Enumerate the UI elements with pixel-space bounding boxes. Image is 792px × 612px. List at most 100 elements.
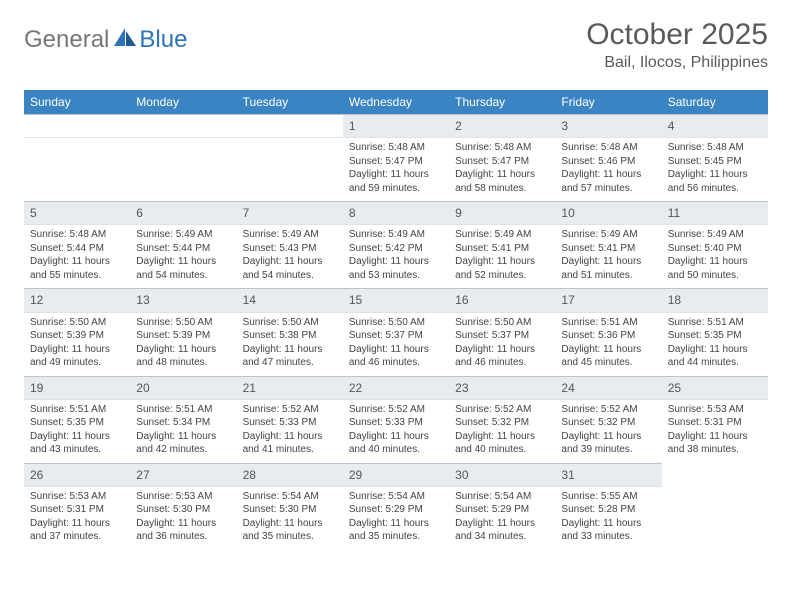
logo-text-blue: Blue <box>139 26 187 54</box>
sunrise-line: Sunrise: 5:50 AM <box>30 316 124 330</box>
day-cell: 6Sunrise: 5:49 AMSunset: 5:44 PMDaylight… <box>130 201 236 288</box>
sunrise-line: Sunrise: 5:50 AM <box>349 316 443 330</box>
daylight-line: Daylight: 11 hours and 51 minutes. <box>561 255 655 282</box>
day-body: Sunrise: 5:50 AMSunset: 5:38 PMDaylight:… <box>237 313 343 376</box>
sunset-line: Sunset: 5:41 PM <box>561 242 655 256</box>
day-number: 6 <box>130 201 236 225</box>
sunset-line: Sunset: 5:43 PM <box>243 242 337 256</box>
day-body: Sunrise: 5:49 AMSunset: 5:40 PMDaylight:… <box>662 225 768 288</box>
day-number: 11 <box>662 201 768 225</box>
day-cell: 18Sunrise: 5:51 AMSunset: 5:35 PMDayligh… <box>662 288 768 375</box>
day-number: 10 <box>555 201 661 225</box>
daylight-line: Daylight: 11 hours and 54 minutes. <box>243 255 337 282</box>
sunset-line: Sunset: 5:33 PM <box>243 416 337 430</box>
day-body: Sunrise: 5:53 AMSunset: 5:31 PMDaylight:… <box>662 400 768 463</box>
daylight-line: Daylight: 11 hours and 45 minutes. <box>561 343 655 370</box>
day-number: 7 <box>237 201 343 225</box>
day-body: Sunrise: 5:49 AMSunset: 5:42 PMDaylight:… <box>343 225 449 288</box>
sunrise-line: Sunrise: 5:54 AM <box>243 490 337 504</box>
sunset-line: Sunset: 5:31 PM <box>30 503 124 517</box>
daylight-line: Daylight: 11 hours and 33 minutes. <box>561 517 655 544</box>
sunrise-line: Sunrise: 5:52 AM <box>349 403 443 417</box>
daylight-line: Daylight: 11 hours and 40 minutes. <box>349 430 443 457</box>
sunset-line: Sunset: 5:29 PM <box>349 503 443 517</box>
sunset-line: Sunset: 5:34 PM <box>136 416 230 430</box>
day-cell: 28Sunrise: 5:54 AMSunset: 5:30 PMDayligh… <box>237 463 343 550</box>
daylight-line: Daylight: 11 hours and 53 minutes. <box>349 255 443 282</box>
sunset-line: Sunset: 5:37 PM <box>455 329 549 343</box>
day-cell: 4Sunrise: 5:48 AMSunset: 5:45 PMDaylight… <box>662 114 768 201</box>
daylight-line: Daylight: 11 hours and 38 minutes. <box>668 430 762 457</box>
day-number: 17 <box>555 288 661 312</box>
day-body: Sunrise: 5:50 AMSunset: 5:37 PMDaylight:… <box>343 313 449 376</box>
day-cell: 1Sunrise: 5:48 AMSunset: 5:47 PMDaylight… <box>343 114 449 201</box>
day-number: 27 <box>130 463 236 487</box>
day-cell: 14Sunrise: 5:50 AMSunset: 5:38 PMDayligh… <box>237 288 343 375</box>
page-subtitle: Bail, Ilocos, Philippines <box>586 54 768 72</box>
sunrise-line: Sunrise: 5:50 AM <box>455 316 549 330</box>
day-cell: 16Sunrise: 5:50 AMSunset: 5:37 PMDayligh… <box>449 288 555 375</box>
day-body: Sunrise: 5:48 AMSunset: 5:45 PMDaylight:… <box>662 138 768 201</box>
calendar-header-row: SundayMondayTuesdayWednesdayThursdayFrid… <box>24 90 768 114</box>
sunrise-line: Sunrise: 5:53 AM <box>136 490 230 504</box>
day-number: 28 <box>237 463 343 487</box>
day-body: Sunrise: 5:54 AMSunset: 5:29 PMDaylight:… <box>449 487 555 550</box>
day-number: 9 <box>449 201 555 225</box>
sunset-line: Sunset: 5:31 PM <box>668 416 762 430</box>
daylight-line: Daylight: 11 hours and 56 minutes. <box>668 168 762 195</box>
daylight-line: Daylight: 11 hours and 59 minutes. <box>349 168 443 195</box>
logo-sail-icon <box>114 28 136 53</box>
day-body: Sunrise: 5:51 AMSunset: 5:34 PMDaylight:… <box>130 400 236 463</box>
day-body: Sunrise: 5:54 AMSunset: 5:29 PMDaylight:… <box>343 487 449 550</box>
daylight-line: Daylight: 11 hours and 37 minutes. <box>30 517 124 544</box>
day-cell: 29Sunrise: 5:54 AMSunset: 5:29 PMDayligh… <box>343 463 449 550</box>
sunset-line: Sunset: 5:35 PM <box>668 329 762 343</box>
day-body: Sunrise: 5:51 AMSunset: 5:35 PMDaylight:… <box>662 313 768 376</box>
day-body: Sunrise: 5:48 AMSunset: 5:46 PMDaylight:… <box>555 138 661 201</box>
sunrise-line: Sunrise: 5:52 AM <box>455 403 549 417</box>
day-number: 20 <box>130 376 236 400</box>
day-cell: 26Sunrise: 5:53 AMSunset: 5:31 PMDayligh… <box>24 463 130 550</box>
sunrise-line: Sunrise: 5:54 AM <box>455 490 549 504</box>
weekday-header: Monday <box>130 90 236 114</box>
day-cell: 27Sunrise: 5:53 AMSunset: 5:30 PMDayligh… <box>130 463 236 550</box>
sunrise-line: Sunrise: 5:51 AM <box>30 403 124 417</box>
sunrise-line: Sunrise: 5:51 AM <box>561 316 655 330</box>
daylight-line: Daylight: 11 hours and 55 minutes. <box>30 255 124 282</box>
day-cell: 13Sunrise: 5:50 AMSunset: 5:39 PMDayligh… <box>130 288 236 375</box>
day-body: Sunrise: 5:49 AMSunset: 5:43 PMDaylight:… <box>237 225 343 288</box>
header: General Blue October 2025 Bail, Ilocos, … <box>24 18 768 72</box>
sunrise-line: Sunrise: 5:49 AM <box>136 228 230 242</box>
day-body: Sunrise: 5:52 AMSunset: 5:32 PMDaylight:… <box>555 400 661 463</box>
sunset-line: Sunset: 5:28 PM <box>561 503 655 517</box>
day-cell: 17Sunrise: 5:51 AMSunset: 5:36 PMDayligh… <box>555 288 661 375</box>
daylight-line: Daylight: 11 hours and 39 minutes. <box>561 430 655 457</box>
day-number: 24 <box>555 376 661 400</box>
sunset-line: Sunset: 5:47 PM <box>455 155 549 169</box>
sunrise-line: Sunrise: 5:49 AM <box>243 228 337 242</box>
day-cell: 2Sunrise: 5:48 AMSunset: 5:47 PMDaylight… <box>449 114 555 201</box>
day-body: Sunrise: 5:53 AMSunset: 5:30 PMDaylight:… <box>130 487 236 550</box>
day-body: Sunrise: 5:50 AMSunset: 5:37 PMDaylight:… <box>449 313 555 376</box>
day-cell: 30Sunrise: 5:54 AMSunset: 5:29 PMDayligh… <box>449 463 555 550</box>
sunrise-line: Sunrise: 5:50 AM <box>136 316 230 330</box>
daylight-line: Daylight: 11 hours and 42 minutes. <box>136 430 230 457</box>
sunrise-line: Sunrise: 5:54 AM <box>349 490 443 504</box>
day-cell: 22Sunrise: 5:52 AMSunset: 5:33 PMDayligh… <box>343 376 449 463</box>
day-cell: 5Sunrise: 5:48 AMSunset: 5:44 PMDaylight… <box>24 201 130 288</box>
sunset-line: Sunset: 5:39 PM <box>136 329 230 343</box>
daylight-line: Daylight: 11 hours and 46 minutes. <box>455 343 549 370</box>
day-body: Sunrise: 5:53 AMSunset: 5:31 PMDaylight:… <box>24 487 130 550</box>
day-cell: 25Sunrise: 5:53 AMSunset: 5:31 PMDayligh… <box>662 376 768 463</box>
sunset-line: Sunset: 5:37 PM <box>349 329 443 343</box>
day-number: 1 <box>343 114 449 138</box>
day-body: Sunrise: 5:48 AMSunset: 5:47 PMDaylight:… <box>343 138 449 201</box>
day-number: 29 <box>343 463 449 487</box>
sunrise-line: Sunrise: 5:51 AM <box>668 316 762 330</box>
daylight-line: Daylight: 11 hours and 34 minutes. <box>455 517 549 544</box>
weekday-header: Saturday <box>662 90 768 114</box>
day-body: Sunrise: 5:51 AMSunset: 5:36 PMDaylight:… <box>555 313 661 376</box>
day-body: Sunrise: 5:50 AMSunset: 5:39 PMDaylight:… <box>24 313 130 376</box>
sunset-line: Sunset: 5:40 PM <box>668 242 762 256</box>
sunrise-line: Sunrise: 5:55 AM <box>561 490 655 504</box>
